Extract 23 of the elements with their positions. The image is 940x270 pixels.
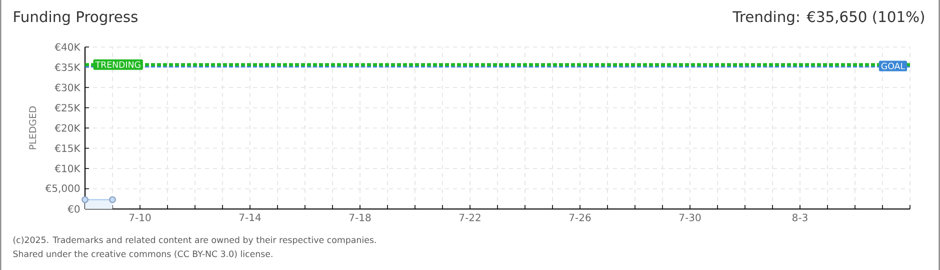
y-axis-title: PLEDGED <box>29 106 36 150</box>
ref-line-label: GOAL <box>881 62 905 70</box>
text: Shared under the creative commons (CC BY-NC 3.0) license. <box>13 250 272 258</box>
y-tick-label: €35K <box>54 63 80 72</box>
x-tick-label: 7-30 <box>679 214 701 222</box>
y-tick-label: €5,000 <box>45 184 80 194</box>
y-tick-label: €15K <box>54 144 80 152</box>
y-tick-label: €10K <box>54 164 80 172</box>
x-tick-label: 7-14 <box>239 214 261 221</box>
text: (c)2025. Trademarks and related content are owned by their respective companies. <box>13 236 376 245</box>
ref-line-label: TRENDING <box>95 61 140 68</box>
y-tick-label: €30K <box>54 84 80 92</box>
x-tick-label: 7-18 <box>349 214 371 222</box>
x-tick-label: 7-22 <box>459 214 480 222</box>
x-tick-label: 7-10 <box>129 214 151 222</box>
y-tick-label: €40K <box>54 43 80 51</box>
chart-title: Funding Progress <box>14 10 138 26</box>
y-tick-label: €0 <box>68 205 80 213</box>
y-tick-label: €25K <box>54 104 80 112</box>
y-tick-label: €20K <box>54 124 80 132</box>
x-tick-label: 8-3 <box>792 214 808 222</box>
x-tick-label: 7-26 <box>569 214 591 222</box>
text: Trending: €35,650 (101%) <box>732 10 924 26</box>
